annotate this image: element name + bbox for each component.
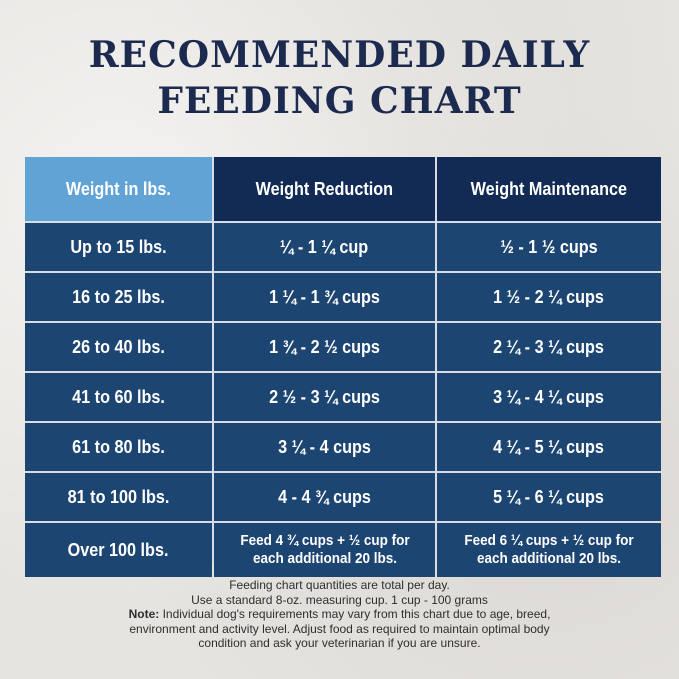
reduction-value: Feed 4 ¾ cups + ½ cup for each additiona… [240, 532, 409, 568]
maintenance-value: 1 ½ - 2 ¼ cups [493, 286, 605, 307]
table-row-weight-cell: 26 to 40 lbs. [25, 323, 212, 371]
note-label: Note: [128, 607, 160, 621]
page-title: RECOMMENDED DAILY FEEDING CHART [0, 32, 679, 124]
header-maintenance-label: Weight Maintenance [470, 178, 628, 199]
table-row-maintenance-cell: Feed 6 ¼ cups + ½ cup for each additiona… [437, 523, 661, 577]
reduction-line-1: Feed 4 ¾ cups + ½ cup for [239, 532, 410, 549]
header-maintenance-cell: Weight Maintenance [437, 157, 661, 221]
maintenance-line-1: Feed 6 ¼ cups + ½ cup for [464, 532, 634, 549]
table-row-weight-cell: Over 100 lbs. [25, 523, 212, 577]
table-row-reduction-cell: ¼ - 1 ¼ cup [214, 223, 435, 271]
maintenance-value: Feed 6 ¼ cups + ½ cup for each additiona… [464, 532, 633, 568]
maintenance-value: 5 ¼ - 6 ¼ cups [493, 486, 605, 507]
maintenance-line-2: each additional 20 lbs. [476, 550, 622, 567]
table-row-reduction-cell: 3 ¼ - 4 cups [214, 423, 435, 471]
maintenance-value: ½ - 1 ½ cups [500, 236, 598, 257]
weight-value: Over 100 lbs. [68, 539, 169, 560]
reduction-value: 2 ½ - 3 ¼ cups [269, 386, 380, 407]
weight-value: 61 to 80 lbs. [72, 436, 165, 457]
header-reduction-label: Weight Reduction [255, 178, 394, 199]
table-row-weight-cell: 41 to 60 lbs. [25, 373, 212, 421]
notes-line-5: condition and ask your veterinarian if y… [198, 636, 481, 650]
notes-line-4: environment and activity level. Adjust f… [129, 621, 550, 636]
table-row-weight-cell: 61 to 80 lbs. [25, 423, 212, 471]
table-row-maintenance-cell: 5 ¼ - 6 ¼ cups [437, 473, 661, 521]
table-row-reduction-cell: 4 - 4 ¾ cups [214, 473, 435, 521]
reduction-line-2: each additional 20 lbs. [252, 550, 397, 567]
maintenance-value: 4 ¼ - 5 ¼ cups [493, 436, 605, 457]
notes-line-3: Note: Individual dog's requirements may … [0, 607, 679, 622]
weight-value: 81 to 100 lbs. [67, 486, 170, 507]
maintenance-value: 3 ¼ - 4 ¼ cups [493, 386, 605, 407]
weight-value: 16 to 25 lbs. [72, 286, 165, 307]
feeding-chart-table: Weight in lbs. Weight Reduction Weight M… [25, 157, 661, 577]
table-row-weight-cell: 81 to 100 lbs. [25, 473, 212, 521]
weight-value: Up to 15 lbs. [70, 236, 167, 257]
title-line-1: RECOMMENDED DAILY [88, 34, 591, 76]
feeding-notes: Feeding chart quantities are total per d… [0, 578, 679, 651]
table-row-reduction-cell: 1 ¾ - 2 ½ cups [214, 323, 435, 371]
weight-value: 41 to 60 lbs. [72, 386, 165, 407]
reduction-value: 1 ¼ - 1 ¾ cups [269, 286, 380, 307]
table-row-maintenance-cell: 3 ¼ - 4 ¼ cups [437, 373, 661, 421]
maintenance-value: 2 ¼ - 3 ¼ cups [493, 336, 605, 357]
table-row-weight-cell: Up to 15 lbs. [25, 223, 212, 271]
reduction-value: 3 ¼ - 4 cups [278, 436, 371, 457]
table-row-maintenance-cell: 4 ¼ - 5 ¼ cups [437, 423, 661, 471]
table-row-maintenance-cell: ½ - 1 ½ cups [437, 223, 661, 271]
reduction-value: 4 - 4 ¾ cups [278, 486, 371, 507]
title-line-2: FEEDING CHART [157, 80, 522, 122]
reduction-value: ¼ - 1 ¼ cup [280, 236, 369, 257]
table-row-maintenance-cell: 2 ¼ - 3 ¼ cups [437, 323, 661, 371]
table-row-weight-cell: 16 to 25 lbs. [25, 273, 212, 321]
notes-line-2: Use a standard 8-oz. measuring cup. 1 cu… [191, 592, 488, 607]
table-row-reduction-cell: 2 ½ - 3 ¼ cups [214, 373, 435, 421]
header-reduction-cell: Weight Reduction [214, 157, 435, 221]
header-weight-label: Weight in lbs. [65, 178, 171, 199]
notes-line-1: Feeding chart quantities are total per d… [229, 578, 450, 592]
table-row-reduction-cell: 1 ¼ - 1 ¾ cups [214, 273, 435, 321]
table-row-reduction-cell: Feed 4 ¾ cups + ½ cup for each additiona… [214, 523, 435, 577]
table-row-maintenance-cell: 1 ½ - 2 ¼ cups [437, 273, 661, 321]
reduction-value: 1 ¾ - 2 ½ cups [269, 336, 380, 357]
weight-value: 26 to 40 lbs. [72, 336, 165, 357]
note-text: Individual dog's requirements may vary f… [159, 607, 551, 621]
header-weight-cell: Weight in lbs. [25, 157, 212, 221]
